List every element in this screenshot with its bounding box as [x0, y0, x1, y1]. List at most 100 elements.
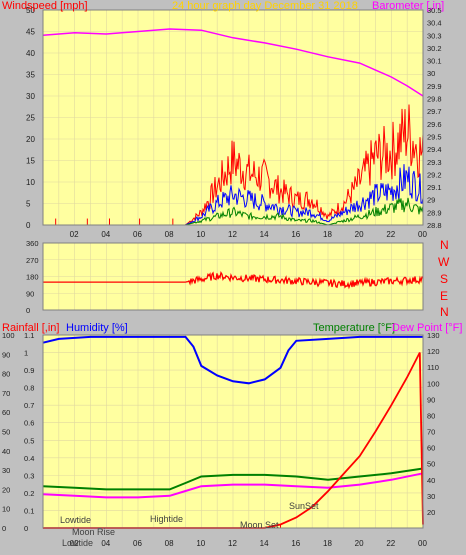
- direction-y-tick: 90: [26, 289, 34, 298]
- wind-y-tick: 30: [26, 92, 35, 101]
- x-tick-label: 08: [165, 539, 174, 548]
- barometer-y-tick: 30.3: [427, 31, 442, 40]
- temperature-y-tick: 70: [427, 428, 435, 437]
- wind-y-tick: 15: [26, 157, 35, 166]
- event-lowtide-2: Lowtide: [62, 538, 93, 548]
- temperature-y-tick: 80: [427, 411, 435, 420]
- x-tick-label: 00: [418, 539, 427, 548]
- rain-y-tick: 1: [24, 349, 28, 358]
- humidity-y-tick: 30: [2, 466, 10, 475]
- barometer-y-tick: 29.4: [427, 145, 442, 154]
- x-tick-label: 02: [70, 230, 79, 239]
- x-tick-label: 04: [101, 539, 110, 548]
- temperature-y-tick: 30: [427, 492, 435, 501]
- dewpoint-line: [42, 472, 424, 499]
- temperature-y-tick: 90: [427, 395, 435, 404]
- barometer-y-tick: 30: [427, 69, 435, 78]
- barometer-y-tick: 28.8: [427, 221, 442, 230]
- wind-y-tick: 40: [26, 49, 35, 58]
- x-tick-label: 16: [291, 230, 300, 239]
- direction-y-tick: 270: [26, 256, 39, 265]
- wind-y-tick: 20: [26, 135, 35, 144]
- temperature-line: [42, 467, 424, 491]
- humidity-y-tick: 0: [2, 524, 6, 533]
- rain-y-tick: 0.6: [24, 419, 34, 428]
- temperature-y-tick: 110: [427, 363, 439, 372]
- wind-y-tick: 50: [26, 6, 35, 15]
- compass-n-top: N: [440, 238, 449, 252]
- humidity-y-tick: 40: [2, 447, 10, 456]
- barometer-y-tick: 29.5: [427, 132, 442, 141]
- barometer-y-tick: 29: [427, 196, 435, 205]
- wind-y-tick: 10: [26, 178, 35, 187]
- direction-grid: [43, 243, 423, 310]
- x-tick-label: 20: [355, 230, 364, 239]
- rain-y-tick: 0.7: [24, 401, 34, 410]
- barometer-y-tick: 29.6: [427, 120, 442, 129]
- wind-y-tick: 45: [26, 28, 35, 37]
- x-tick-label: 10: [196, 539, 205, 548]
- compass-e: E: [440, 289, 448, 303]
- barometer-y-tick: 29.8: [427, 95, 442, 104]
- temperature-y-tick: 50: [427, 460, 435, 469]
- rain-y-tick: 0.2: [24, 489, 34, 498]
- temperature-y-tick: 130: [427, 331, 440, 340]
- humidity-y-tick: 50: [2, 428, 10, 437]
- x-tick-label: 12: [228, 539, 237, 548]
- x-tick-label: 18: [323, 230, 332, 239]
- humidity-line: [42, 335, 423, 385]
- wind-y-tick: 35: [26, 71, 35, 80]
- humidity-y-tick: 80: [2, 370, 10, 379]
- wind-y-tick: 25: [26, 114, 35, 123]
- wind-direction-line: [43, 271, 424, 290]
- rain-y-tick: 1.1: [24, 331, 34, 340]
- event-lowtide-1: Lowtide: [60, 515, 91, 525]
- wind-y-tick: 0: [26, 221, 31, 230]
- event-hightide: Hightide: [150, 514, 183, 524]
- direction-y-tick: 180: [26, 273, 39, 282]
- temperature-y-tick: 120: [427, 347, 440, 356]
- rain-y-tick: 0.4: [24, 454, 34, 463]
- x-tick-label: 18: [323, 539, 332, 548]
- temperature-label: Temperature [°F]: [313, 322, 395, 334]
- rain-y-tick: 0.3: [24, 471, 34, 480]
- barometer-y-tick: 28.9: [427, 208, 442, 217]
- direction-y-tick: 0: [26, 306, 30, 315]
- wind-plot-border: [42, 9, 424, 226]
- x-tick-label: 14: [260, 539, 269, 548]
- barometer-label: Barometer [,in]: [372, 0, 444, 12]
- rain-y-tick: 0.8: [24, 384, 34, 393]
- wind-grid: [43, 10, 423, 225]
- barometer-y-tick: 30.5: [427, 6, 442, 15]
- x-tick-label: 22: [386, 230, 395, 239]
- humidity-y-tick: 60: [2, 408, 10, 417]
- rain-y-tick: 0.1: [24, 506, 34, 515]
- humidity-y-tick: 90: [2, 350, 10, 359]
- rain-y-tick: 0.5: [24, 436, 34, 445]
- x-tick-label: 02: [70, 539, 79, 548]
- humidity-y-tick: 70: [2, 389, 10, 398]
- temperature-y-tick: 20: [427, 508, 435, 517]
- temperature-y-tick: 100: [427, 379, 440, 388]
- wind-y-tick: 5: [26, 200, 31, 209]
- x-tick-label: 12: [228, 230, 237, 239]
- tick-labels: 0510152025303540455028.828.92929.129.229…: [2, 6, 442, 548]
- rain-plot-border: [42, 334, 424, 529]
- compass-w: W: [438, 255, 450, 269]
- event-sunset: SunSet: [289, 501, 319, 511]
- barometer-y-tick: 30.1: [427, 57, 442, 66]
- x-tick-label: 08: [165, 230, 174, 239]
- barometer-line: [42, 28, 424, 97]
- event-moonset: Moon Set: [240, 520, 279, 530]
- humidity-label: Humidity [%]: [66, 322, 128, 334]
- compass-n-bottom: N: [440, 305, 449, 319]
- direction-y-tick: 360: [26, 239, 39, 248]
- x-tick-label: 20: [355, 539, 364, 548]
- barometer-y-tick: 29.7: [427, 107, 442, 116]
- rain-y-tick: 0: [24, 524, 28, 533]
- x-tick-label: 06: [133, 539, 142, 548]
- x-tick-label: 10: [196, 230, 205, 239]
- rainfall-label: Rainfall [,in]: [2, 322, 59, 334]
